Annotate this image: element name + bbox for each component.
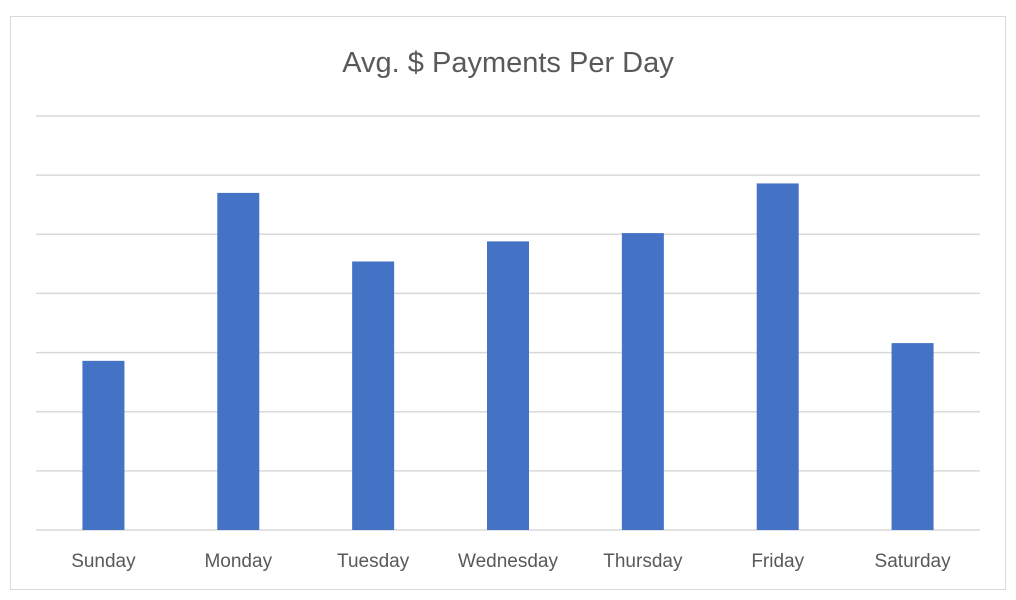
bar-tuesday: [352, 261, 395, 530]
bar-friday: [756, 183, 799, 530]
bar-wednesday: [487, 241, 529, 530]
bar-thursday: [621, 233, 664, 531]
bar-saturday: [891, 343, 934, 530]
x-tick-label-saturday: Saturday: [875, 551, 952, 572]
x-tick-label-tuesday: Tuesday: [337, 551, 410, 572]
bar-sunday: [82, 360, 125, 530]
x-tick-label-wednesday: Wednesday: [458, 551, 558, 572]
chart-title: Avg. $ Payments Per Day: [342, 47, 674, 79]
bars: [82, 183, 934, 531]
x-axis-labels: Sunday Monday Tuesday Wednesday Thursday Frid…: [71, 551, 951, 572]
x-tick-label-friday: Friday: [751, 551, 804, 572]
bar-monday: [217, 192, 260, 530]
x-tick-label-sunday: Sunday: [71, 551, 136, 572]
x-tick-label-thursday: Thursday: [603, 551, 683, 572]
x-tick-label-monday: Monday: [204, 551, 272, 572]
